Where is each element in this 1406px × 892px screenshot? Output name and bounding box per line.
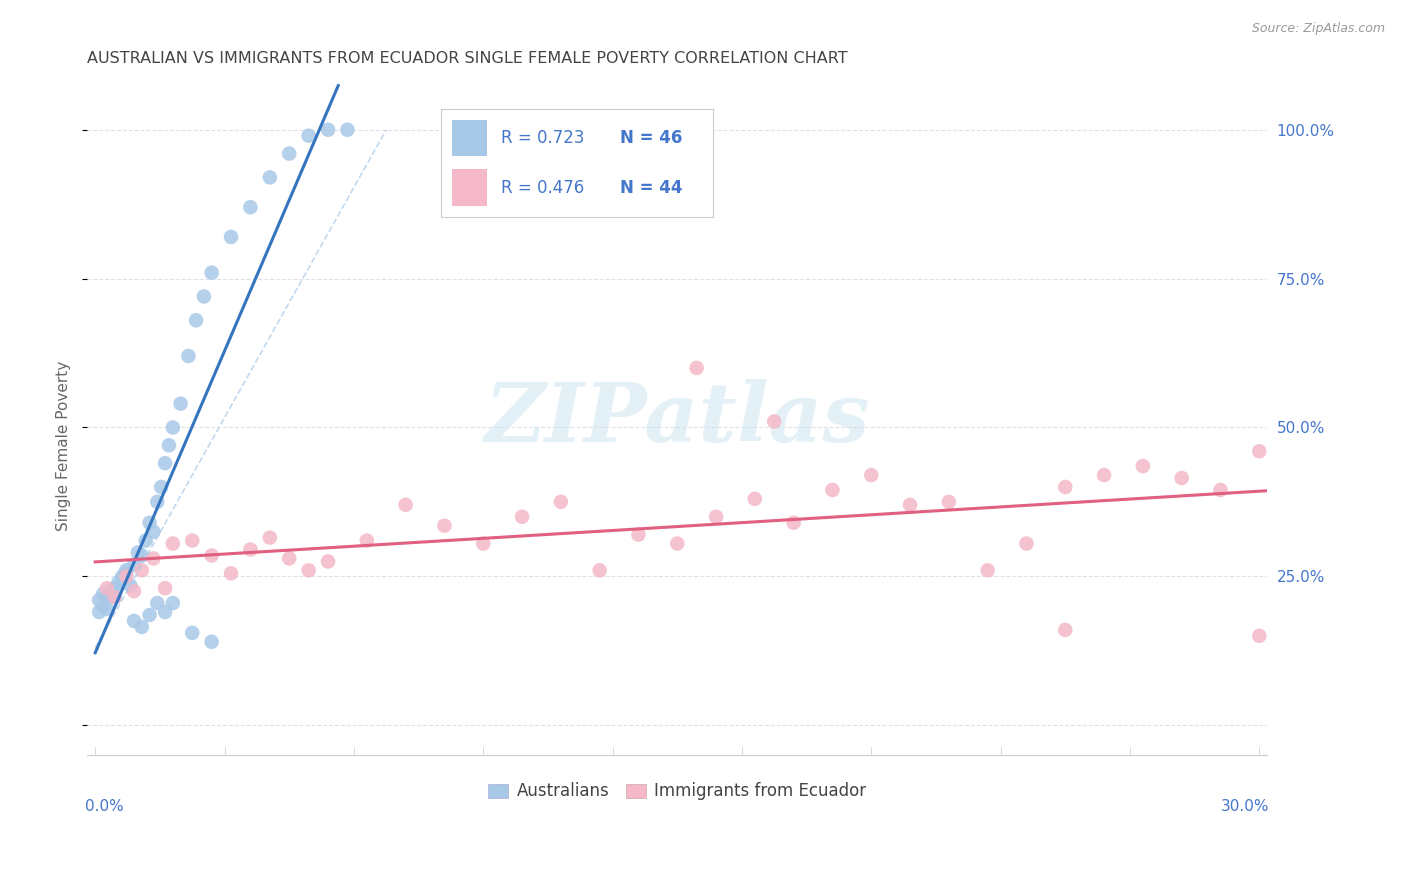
Point bbox=[162, 536, 184, 550]
Point bbox=[127, 545, 149, 559]
Point bbox=[744, 491, 766, 506]
Point bbox=[146, 596, 169, 610]
Point bbox=[1209, 483, 1232, 497]
Point bbox=[107, 575, 129, 590]
Point bbox=[104, 590, 127, 604]
Point bbox=[1170, 471, 1192, 485]
Point bbox=[181, 533, 204, 548]
Point bbox=[356, 533, 378, 548]
Point bbox=[184, 313, 207, 327]
Point bbox=[91, 587, 114, 601]
Point bbox=[153, 456, 176, 470]
Point bbox=[122, 584, 145, 599]
Point bbox=[1054, 480, 1077, 494]
Point bbox=[395, 498, 418, 512]
Point bbox=[898, 498, 921, 512]
Point bbox=[550, 495, 572, 509]
Text: 0.0%: 0.0% bbox=[86, 798, 124, 814]
Text: Source: ZipAtlas.com: Source: ZipAtlas.com bbox=[1251, 22, 1385, 36]
Point bbox=[138, 516, 160, 530]
Point bbox=[1015, 536, 1038, 550]
Point bbox=[193, 289, 215, 303]
Point bbox=[162, 596, 184, 610]
Point bbox=[201, 266, 224, 280]
Point bbox=[120, 578, 142, 592]
Point bbox=[472, 536, 495, 550]
Point bbox=[131, 549, 153, 563]
Point bbox=[259, 170, 281, 185]
Point bbox=[153, 605, 176, 619]
Point bbox=[259, 531, 281, 545]
Point bbox=[278, 551, 301, 566]
Point bbox=[1249, 444, 1271, 458]
Point bbox=[860, 468, 883, 483]
Point bbox=[316, 122, 339, 136]
Point bbox=[87, 593, 110, 607]
Point bbox=[201, 549, 224, 563]
Point bbox=[298, 563, 321, 577]
Point bbox=[111, 569, 134, 583]
Point bbox=[100, 584, 122, 599]
Point bbox=[104, 581, 127, 595]
Point bbox=[91, 599, 114, 613]
Point bbox=[239, 542, 262, 557]
Point bbox=[588, 563, 610, 577]
Point bbox=[131, 563, 153, 577]
Point bbox=[96, 590, 118, 604]
Point bbox=[336, 122, 359, 136]
Point bbox=[976, 563, 998, 577]
Point bbox=[150, 480, 173, 494]
Text: Single Female Poverty: Single Female Poverty bbox=[56, 361, 70, 531]
Point bbox=[146, 495, 169, 509]
Point bbox=[201, 634, 224, 648]
Point bbox=[278, 146, 301, 161]
Point bbox=[122, 558, 145, 572]
Point bbox=[1092, 468, 1115, 483]
Point bbox=[782, 516, 804, 530]
Point bbox=[181, 625, 204, 640]
Point bbox=[239, 200, 262, 214]
Text: AUSTRALIAN VS IMMIGRANTS FROM ECUADOR SINGLE FEMALE POVERTY CORRELATION CHART: AUSTRALIAN VS IMMIGRANTS FROM ECUADOR SI… bbox=[87, 51, 848, 66]
Legend: Australians, Immigrants from Ecuador: Australians, Immigrants from Ecuador bbox=[481, 776, 873, 807]
Point bbox=[142, 551, 165, 566]
Point bbox=[169, 397, 191, 411]
Point bbox=[157, 438, 180, 452]
Point bbox=[219, 230, 242, 244]
Text: ZIPatlas: ZIPatlas bbox=[485, 378, 870, 458]
Point bbox=[316, 554, 339, 568]
Point bbox=[131, 620, 153, 634]
Point bbox=[938, 495, 960, 509]
Point bbox=[704, 509, 727, 524]
Point bbox=[666, 536, 689, 550]
Point bbox=[821, 483, 844, 497]
Point bbox=[1249, 629, 1271, 643]
Point bbox=[115, 569, 138, 583]
Point bbox=[138, 607, 160, 622]
Point bbox=[142, 524, 165, 539]
Point bbox=[177, 349, 200, 363]
Point bbox=[87, 605, 110, 619]
Point bbox=[135, 533, 157, 548]
Point bbox=[763, 415, 786, 429]
Point bbox=[685, 360, 707, 375]
Point bbox=[1054, 623, 1077, 637]
Point bbox=[153, 581, 176, 595]
Point bbox=[104, 590, 127, 604]
Point bbox=[115, 563, 138, 577]
Point bbox=[111, 572, 134, 586]
Point bbox=[1132, 459, 1154, 474]
Point bbox=[433, 518, 456, 533]
Point bbox=[162, 420, 184, 434]
Point bbox=[122, 614, 145, 628]
Point bbox=[219, 566, 242, 581]
Text: 30.0%: 30.0% bbox=[1220, 798, 1270, 814]
Point bbox=[510, 509, 533, 524]
Point bbox=[298, 128, 321, 143]
Point bbox=[96, 602, 118, 616]
Point bbox=[96, 581, 118, 595]
Point bbox=[627, 527, 650, 541]
Point bbox=[115, 566, 138, 581]
